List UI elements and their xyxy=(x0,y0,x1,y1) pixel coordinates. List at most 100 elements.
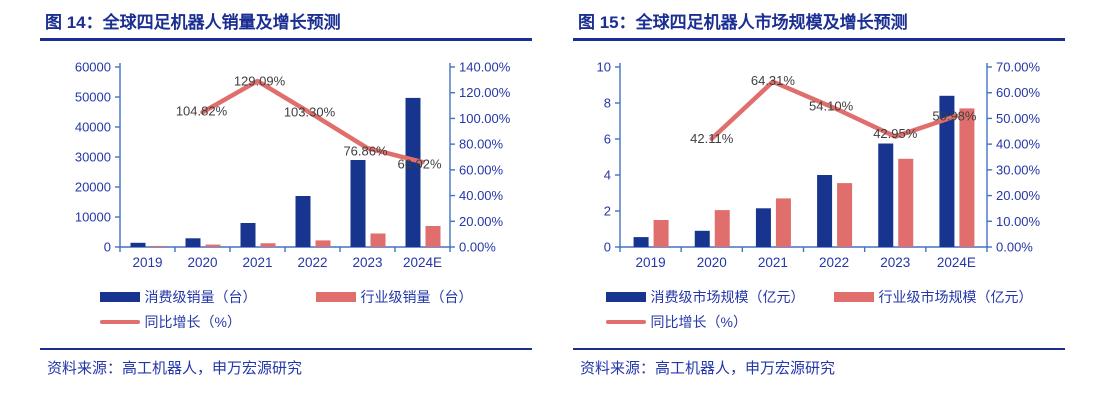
right-axis-tick-label: 40.00% xyxy=(459,188,504,203)
bar-consumer xyxy=(755,208,771,247)
bar-swatch-consumer-icon xyxy=(99,291,140,302)
bar-consumer xyxy=(939,95,955,247)
bar-consumer xyxy=(878,143,894,247)
legend-label: 行业级市场规模（亿元） xyxy=(878,288,1033,305)
x-axis-category-label: 2023 xyxy=(352,255,382,270)
bar-consumer xyxy=(817,175,833,247)
legend-label: 消费级销量（台） xyxy=(144,288,257,305)
bar-industry xyxy=(775,198,791,247)
left-axis-tick-label: 0 xyxy=(604,240,611,255)
right-axis-tick-label: 20.00% xyxy=(459,214,504,229)
right-axis-tick-label: 0.00% xyxy=(459,240,496,255)
legend-row-1: 消费级销量（台） 行业级销量（台） xyxy=(99,284,473,309)
bar-swatch-industry-icon xyxy=(315,291,356,302)
bar-industry xyxy=(898,158,914,247)
yoy-growth-line xyxy=(709,79,959,141)
bar-industry xyxy=(837,183,853,247)
x-axis-category-label: 2020 xyxy=(697,255,727,270)
legend-label: 同比增长（%） xyxy=(650,313,747,330)
left-axis-tick-label: 10 xyxy=(597,60,611,75)
left-axis-tick-label: 6 xyxy=(604,132,611,147)
right-axis-tick-label: 100.00% xyxy=(459,111,511,126)
line-swatch-growth-icon xyxy=(605,319,646,324)
figure-14-legend: 消费级销量（台） 行业级销量（台） 同比增长（%） xyxy=(99,284,473,334)
figure-15-source-divider xyxy=(573,348,1065,350)
figure-15-header: 图 15：全球四足机器人市场规模及增长预测 xyxy=(573,8,1065,41)
right-axis-tick-label: 30.00% xyxy=(996,162,1041,177)
legend-item-consumer: 消费级销量（台） xyxy=(99,287,316,307)
left-axis-tick-label: 50000 xyxy=(75,90,111,105)
left-axis-tick-label: 8 xyxy=(604,96,611,111)
bar-consumer xyxy=(405,97,421,248)
legend-item-growth: 同比增长（%） xyxy=(99,312,316,332)
right-axis-tick-label: 50.00% xyxy=(996,111,1041,126)
bar-industry xyxy=(714,210,730,247)
left-axis-tick-label: 10000 xyxy=(75,210,111,225)
growth-data-label: 104.82% xyxy=(176,104,228,119)
figure-15-chart-area: 0 2 4 6 8 10 0.00% 10.00% 20.00% 30.00% 40.00% 50.0… xyxy=(573,51,1065,283)
figure-14-chart-area: 0 10000 20000 30000 40000 50000 60000 0.00% 20.0… xyxy=(40,51,532,283)
bar-swatch-industry-icon xyxy=(833,291,874,302)
growth-data-label: 76.86% xyxy=(343,144,388,159)
x-axis-category-label: 2024E xyxy=(937,255,976,270)
bar-industry xyxy=(150,245,166,247)
bar-industry xyxy=(425,226,441,247)
x-axis-category-label: 2022 xyxy=(819,255,849,270)
left-axis-tick-label: 60000 xyxy=(75,60,111,75)
right-axis-tick-label: 20.00% xyxy=(996,188,1041,203)
legend-row-2: 同比增长（%） xyxy=(605,309,1033,334)
growth-data-label: 54.10% xyxy=(809,98,854,113)
right-axis-tick-label: 40.00% xyxy=(996,137,1041,152)
panel-figure-15: 图 15：全球四足机器人市场规模及增长预测 0 2 4 6 8 10 0.00% 10.00%… xyxy=(573,8,1065,378)
left-axis-tick-label: 30000 xyxy=(75,150,111,165)
legend-item-industry: 行业级销量（台） xyxy=(315,287,473,307)
figure-15-title: 图 15：全球四足机器人市场规模及增长预测 xyxy=(578,13,908,32)
bar-consumer xyxy=(633,237,649,247)
growth-data-label: 42.11% xyxy=(690,131,734,146)
right-axis-tick-label: 120.00% xyxy=(459,85,511,100)
bar-consumer xyxy=(240,223,256,247)
left-axis-tick-label: 20000 xyxy=(75,180,111,195)
growth-data-label: 103.30% xyxy=(284,105,336,120)
left-axis-tick-label: 4 xyxy=(604,168,611,183)
bar-consumer xyxy=(694,230,710,247)
bar-industry xyxy=(959,108,975,248)
x-axis-category-label: 2021 xyxy=(758,255,788,270)
bar-industry xyxy=(205,244,221,247)
figure-14-source-divider xyxy=(40,348,532,350)
legend-row-2: 同比增长（%） xyxy=(99,309,473,334)
legend-item-growth: 同比增长（%） xyxy=(605,312,834,332)
bar-consumer xyxy=(185,238,201,247)
legend-label: 同比增长（%） xyxy=(144,313,241,330)
figure-14-header: 图 14：全球四足机器人销量及增长预测 xyxy=(40,8,532,41)
right-axis-tick-label: 60.00% xyxy=(996,85,1041,100)
left-axis-tick-label: 2 xyxy=(604,204,611,219)
figure-14-title: 图 14：全球四足机器人销量及增长预测 xyxy=(45,13,341,32)
bar-swatch-consumer-icon xyxy=(605,291,646,302)
bar-industry xyxy=(370,233,386,247)
right-axis-tick-label: 0.00% xyxy=(996,240,1033,255)
legend-item-industry: 行业级市场规模（亿元） xyxy=(833,287,1033,307)
legend-label: 消费级市场规模（亿元） xyxy=(650,288,805,305)
bar-consumer xyxy=(350,160,366,247)
x-axis-category-label: 2023 xyxy=(880,255,910,270)
x-axis-category-label: 2019 xyxy=(132,255,162,270)
bar-consumer xyxy=(295,196,311,247)
legend-row-1: 消费级市场规模（亿元） 行业级市场规模（亿元） xyxy=(605,284,1033,309)
bar-industry xyxy=(260,243,276,247)
left-axis-tick-label: 40000 xyxy=(75,120,111,135)
x-axis-category-label: 2020 xyxy=(187,255,217,270)
growth-data-label: 64.31% xyxy=(751,73,796,88)
figure-14-source: 资料来源：高工机器人，申万宏源研究 xyxy=(47,360,303,377)
legend-item-consumer: 消费级市场规模（亿元） xyxy=(605,287,834,307)
report-figures-row: 图 14：全球四足机器人销量及增长预测 0 10000 20000 30000 4000… xyxy=(40,8,1065,378)
figure-15-combo-chart: 0 2 4 6 8 10 0.00% 10.00% 20.00% 30.00% 40.00% 50.0… xyxy=(597,60,1041,271)
growth-data-label: 129.09% xyxy=(234,74,286,89)
x-axis-category-label: 2021 xyxy=(242,255,272,270)
legend-label: 行业级销量（台） xyxy=(360,288,473,305)
growth-data-label: 42.95% xyxy=(873,126,918,141)
x-axis-category-label: 2019 xyxy=(636,255,666,270)
line-swatch-growth-icon xyxy=(99,319,140,324)
panel-figure-14: 图 14：全球四足机器人销量及增长预测 0 10000 20000 30000 4000… xyxy=(40,8,532,378)
right-axis-tick-label: 10.00% xyxy=(996,214,1041,229)
